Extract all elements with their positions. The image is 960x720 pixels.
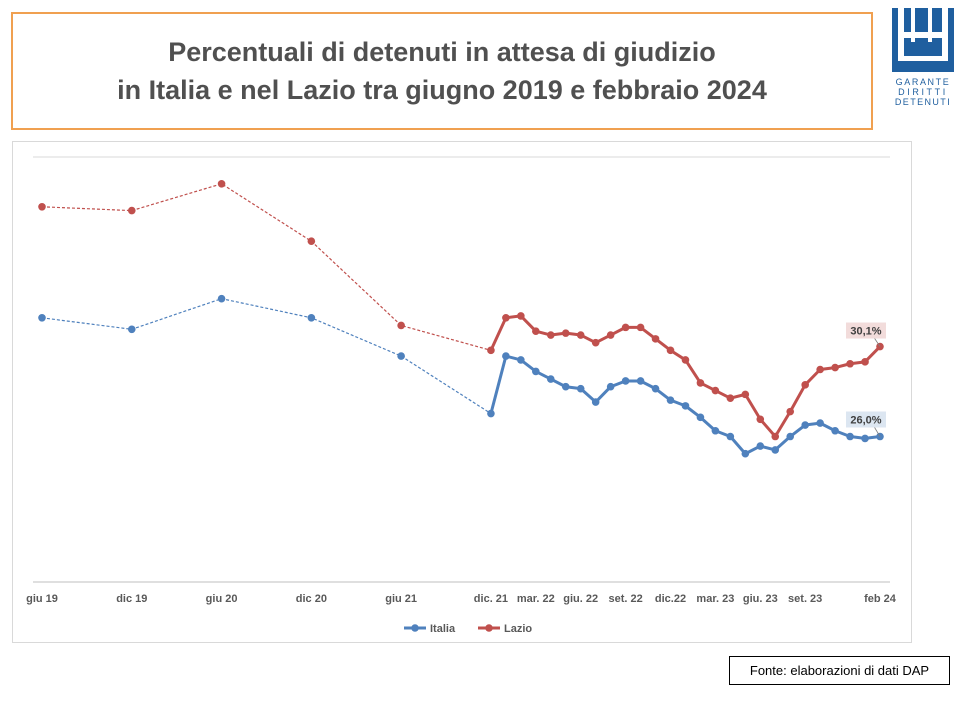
data-point-italia	[397, 352, 405, 360]
data-point-lazio	[756, 415, 765, 424]
data-point-lazio	[846, 359, 854, 368]
data-point-italia	[786, 432, 795, 441]
data-point-italia	[532, 367, 540, 376]
x-tick-label: dic. 21	[474, 593, 508, 605]
x-tick-label: giu. 23	[743, 593, 778, 605]
x-tick-label: mar. 23	[696, 593, 734, 605]
end-label-bg-italia	[846, 411, 886, 428]
data-point-lazio	[831, 363, 839, 372]
data-point-lazio	[307, 237, 316, 246]
data-point-lazio	[38, 202, 46, 211]
data-point-lazio	[771, 432, 780, 441]
x-tick-label: giu 19	[26, 593, 58, 605]
data-point-lazio	[561, 329, 570, 337]
data-point-italia	[681, 402, 690, 410]
data-point-italia	[591, 398, 600, 406]
data-point-italia	[217, 294, 226, 303]
data-point-lazio	[487, 346, 495, 355]
data-point-italia	[711, 426, 720, 435]
x-tick-label: set. 22	[608, 593, 642, 605]
chart-frame: giu 19 dic 19 giu 20 dic 20 giu 21 dic. 21 mar…	[12, 141, 912, 643]
data-point-lazio	[726, 394, 735, 403]
data-point-italia	[831, 426, 839, 435]
garante-logo: GARANTE DIRITTI DETENUTI	[892, 8, 954, 107]
data-point-lazio	[217, 180, 226, 188]
x-tick-label: giu. 22	[563, 593, 598, 605]
data-point-lazio	[741, 390, 750, 399]
data-point-italia	[487, 409, 495, 418]
legend-marker-italia	[411, 624, 419, 632]
end-label-leader-lazio	[873, 337, 881, 347]
x-tick-label: mar. 22	[517, 593, 555, 605]
data-point-italia	[621, 377, 630, 385]
data-point-italia	[606, 382, 615, 391]
data-point-italia	[517, 356, 525, 364]
title-box: Percentuali di detenuti in attesa di giu…	[11, 12, 873, 130]
data-point-italia	[846, 432, 854, 441]
data-point-lazio	[621, 323, 630, 332]
data-point-lazio	[786, 407, 795, 416]
x-tick-label: dic 20	[296, 593, 327, 605]
data-point-italia	[636, 377, 645, 385]
data-point-lazio	[711, 386, 720, 395]
data-point-italia	[666, 396, 675, 404]
data-point-lazio	[696, 379, 705, 387]
data-point-italia	[696, 413, 705, 422]
legend-label-italia: Italia	[430, 623, 456, 635]
data-point-lazio	[397, 321, 405, 330]
series-italia-dashed-line	[41, 298, 492, 415]
data-point-lazio	[636, 323, 645, 332]
data-point-lazio	[876, 342, 884, 351]
legend-label-lazio: Lazio	[504, 623, 532, 635]
data-point-lazio	[816, 365, 824, 374]
data-point-italia	[576, 384, 585, 393]
data-point-italia	[771, 446, 780, 454]
data-point-lazio	[532, 327, 540, 336]
data-point-italia	[127, 325, 136, 334]
data-point-lazio	[127, 206, 136, 215]
end-label-italia: 26,0%	[850, 415, 881, 427]
line-chart: giu 19 dic 19 giu 20 dic 20 giu 21 dic. 21 mar…	[26, 156, 897, 635]
data-point-lazio	[681, 356, 690, 364]
data-point-italia	[726, 432, 735, 441]
x-tick-label: dic.22	[655, 593, 686, 605]
data-point-lazio	[606, 331, 615, 339]
data-point-lazio	[576, 331, 585, 339]
data-point-italia	[741, 449, 750, 458]
end-label-lazio: 30,1%	[850, 326, 881, 338]
logo-text-1: GARANTE	[896, 77, 951, 87]
x-tick-label: giu 21	[385, 593, 417, 605]
data-point-lazio	[591, 338, 600, 347]
series-lazio-dashed-line	[41, 183, 492, 351]
data-point-italia	[801, 421, 809, 429]
data-point-italia	[756, 442, 765, 450]
data-point-italia	[861, 434, 869, 443]
data-point-italia	[546, 375, 555, 383]
data-point-lazio	[801, 381, 809, 389]
data-point-italia	[307, 314, 316, 322]
data-point-italia	[38, 314, 46, 322]
x-tick-label: giu 20	[206, 593, 238, 605]
source-note: Fonte: elaborazioni di dati DAP	[729, 656, 950, 685]
logo-text-2: DIRITTI	[898, 87, 948, 97]
data-point-italia	[502, 352, 510, 360]
data-point-lazio	[861, 358, 869, 366]
x-tick-label: dic 19	[116, 593, 147, 605]
data-point-lazio	[517, 312, 525, 320]
data-point-italia	[651, 384, 660, 393]
chart-title-line-1: Percentuali di detenuti in attesa di giu…	[168, 37, 716, 67]
x-tick-label: set. 23	[788, 593, 822, 605]
data-point-lazio	[546, 331, 555, 339]
data-point-lazio	[651, 335, 660, 343]
x-tick-label: feb 24	[864, 593, 897, 605]
data-point-lazio	[666, 346, 675, 355]
end-label-bg-lazio	[846, 322, 886, 339]
data-point-italia	[816, 419, 824, 427]
logo-text-3: DETENUTI	[895, 97, 951, 107]
legend-marker-lazio	[485, 624, 493, 632]
end-label-leader-italia	[873, 426, 881, 437]
data-point-lazio	[502, 314, 510, 322]
chart-title-line-2: in Italia e nel Lazio tra giugno 2019 e …	[117, 75, 767, 105]
data-point-italia	[561, 382, 570, 391]
